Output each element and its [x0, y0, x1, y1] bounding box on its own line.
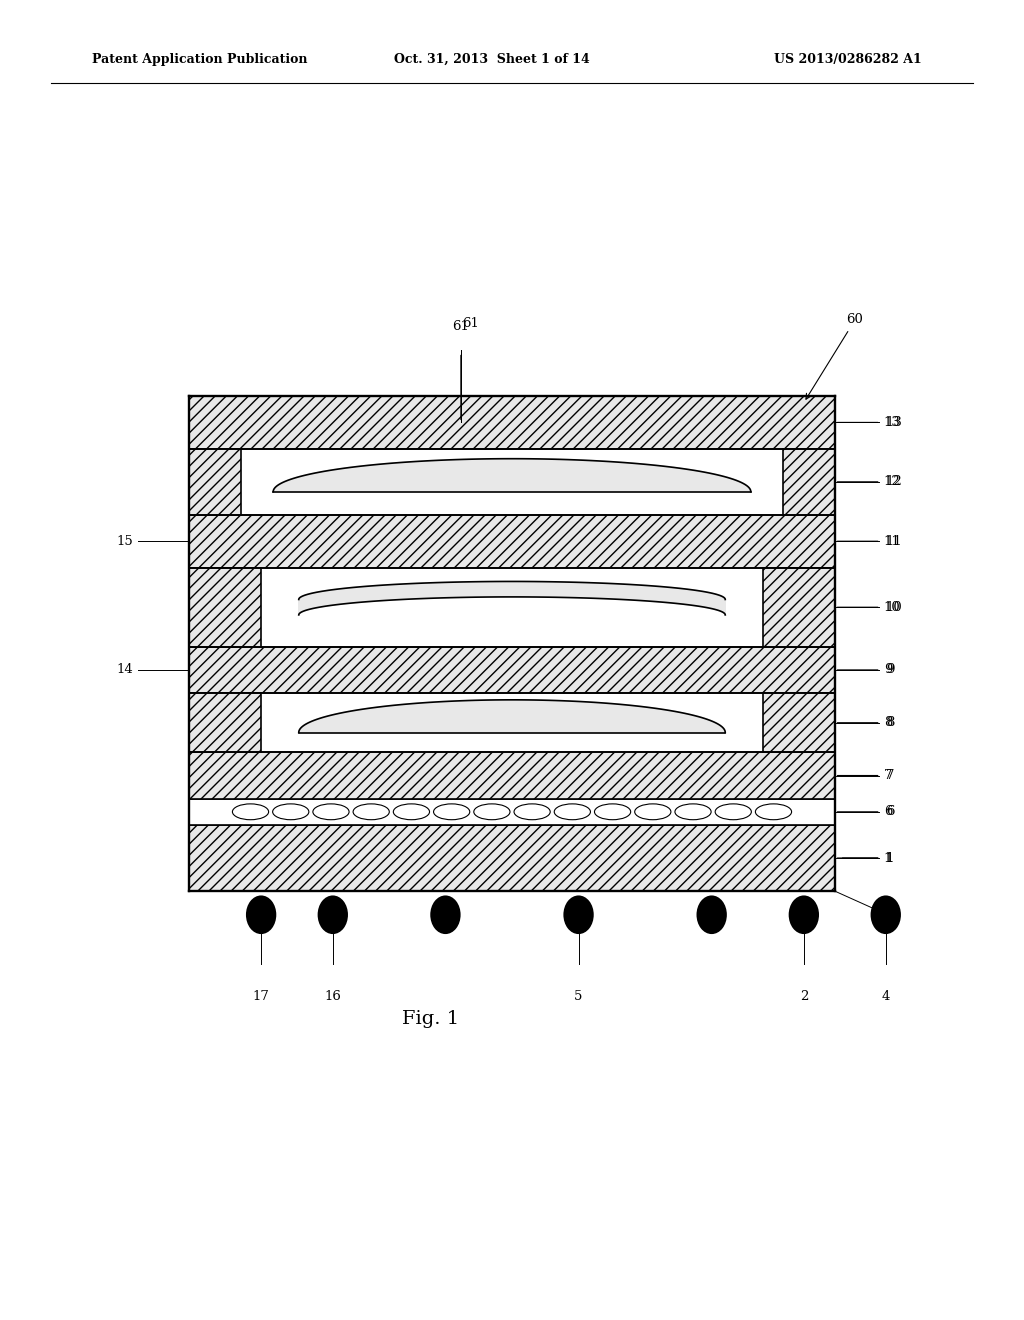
Text: 8: 8 [884, 717, 892, 729]
Text: 6: 6 [884, 805, 892, 818]
Bar [783, 449, 835, 515]
Bar [189, 693, 261, 752]
Text: 1: 1 [884, 851, 892, 865]
Text: 9: 9 [886, 664, 894, 676]
Text: 10: 10 [884, 601, 900, 614]
Bar [189, 396, 835, 449]
Text: 5: 5 [574, 990, 583, 1003]
Text: 3: 3 [884, 904, 892, 917]
Circle shape [431, 896, 460, 933]
Text: Fig. 1: Fig. 1 [401, 1010, 459, 1028]
Bar [189, 825, 835, 891]
Text: 4: 4 [882, 990, 890, 1003]
Text: 12: 12 [886, 475, 902, 488]
Text: 6: 6 [886, 805, 894, 818]
Text: 13: 13 [884, 416, 900, 429]
Ellipse shape [393, 804, 429, 820]
Ellipse shape [272, 804, 309, 820]
Text: 15: 15 [117, 535, 133, 548]
Text: 7: 7 [886, 770, 894, 781]
Text: Patent Application Publication: Patent Application Publication [92, 53, 307, 66]
Bar [763, 693, 835, 752]
Text: 16: 16 [325, 990, 341, 1003]
Circle shape [564, 896, 593, 933]
Polygon shape [299, 582, 725, 615]
Ellipse shape [715, 804, 752, 820]
Circle shape [697, 896, 726, 933]
Text: 61: 61 [463, 317, 479, 330]
Text: Oct. 31, 2013  Sheet 1 of 14: Oct. 31, 2013 Sheet 1 of 14 [393, 53, 590, 66]
Bar [189, 449, 241, 515]
Bar [189, 799, 835, 825]
Text: 10: 10 [886, 601, 902, 614]
Text: 14: 14 [117, 664, 133, 676]
Polygon shape [273, 459, 751, 492]
Ellipse shape [353, 804, 389, 820]
Polygon shape [299, 700, 725, 733]
Text: 8: 8 [886, 717, 894, 729]
Text: US 2013/0286282 A1: US 2013/0286282 A1 [774, 53, 922, 66]
Text: 60: 60 [806, 313, 863, 399]
Ellipse shape [635, 804, 671, 820]
Text: 9: 9 [884, 664, 892, 676]
Text: 11: 11 [884, 535, 900, 548]
Text: 11: 11 [886, 535, 902, 548]
Text: 1: 1 [886, 851, 894, 865]
Ellipse shape [756, 804, 792, 820]
Circle shape [247, 896, 275, 933]
Ellipse shape [675, 804, 711, 820]
Ellipse shape [474, 804, 510, 820]
Text: 17: 17 [253, 990, 269, 1003]
Text: 2: 2 [800, 990, 808, 1003]
Bar [189, 647, 835, 693]
Text: 7: 7 [884, 770, 892, 781]
Text: 12: 12 [884, 475, 900, 488]
Circle shape [790, 896, 818, 933]
Ellipse shape [554, 804, 591, 820]
Ellipse shape [514, 804, 550, 820]
Bar [763, 568, 835, 647]
Bar [189, 568, 261, 647]
Circle shape [871, 896, 900, 933]
Ellipse shape [313, 804, 349, 820]
Bar [189, 515, 835, 568]
Text: 13: 13 [886, 416, 902, 429]
Text: 1: 1 [886, 851, 894, 865]
Bar [189, 752, 835, 799]
Circle shape [318, 896, 347, 933]
Ellipse shape [433, 804, 470, 820]
Text: 61: 61 [453, 319, 469, 333]
Ellipse shape [232, 804, 268, 820]
Ellipse shape [595, 804, 631, 820]
